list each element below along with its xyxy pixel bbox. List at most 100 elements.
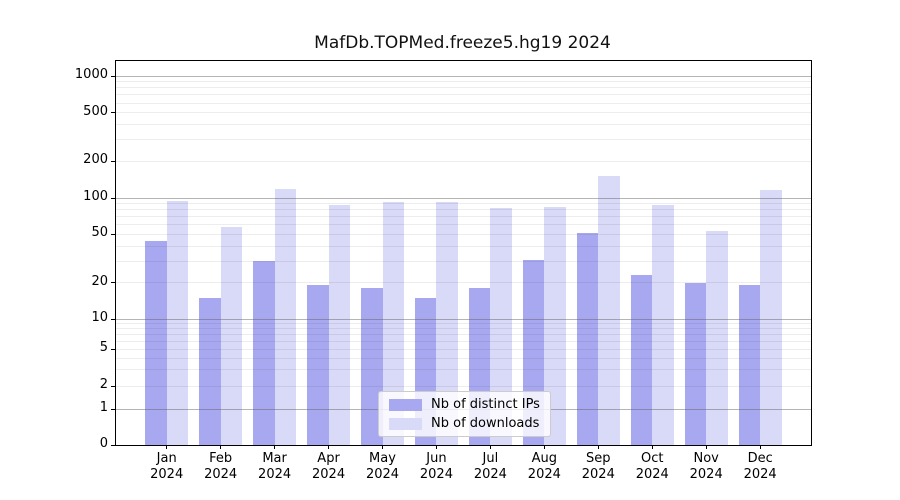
gridline-minor <box>116 224 811 226</box>
bar-distinct-ips <box>684 282 707 445</box>
y-tick-mark <box>111 197 116 199</box>
y-tick-label: 500 <box>83 103 108 119</box>
x-tick-mark <box>597 445 599 449</box>
y-tick-mark <box>111 160 116 162</box>
bar-distinct-ips <box>145 241 167 445</box>
y-tick-label: 200 <box>83 152 108 168</box>
bar-downloads <box>544 207 566 445</box>
y-tick-mark <box>111 385 116 387</box>
x-tick-label-year: 2024 <box>258 467 292 482</box>
bar-downloads <box>598 176 620 445</box>
x-tick-label-month: Feb <box>209 451 233 466</box>
y-tick-label: 2 <box>99 377 108 392</box>
x-tick-label-month: May <box>369 451 396 466</box>
gridline-minor <box>116 216 811 218</box>
bar-downloads <box>436 202 458 445</box>
y-tick-label: 10 <box>91 310 108 325</box>
plot-area: Jan 2024 Feb 2024 Mar 2024 Apr 2024 May 2024 Jun 20… <box>75 60 812 482</box>
bar-distinct-ips <box>361 288 383 445</box>
bar-downloads <box>652 205 674 445</box>
gridline-minor <box>116 87 811 89</box>
x-tick-label-month: Jan <box>156 451 177 466</box>
y-tick-label: 1000 <box>74 67 108 82</box>
x-tick-label-month: Dec <box>747 451 773 466</box>
y-tick-label: 5 <box>99 340 108 355</box>
bar-distinct-ips <box>576 233 599 445</box>
bar-distinct-ips <box>307 285 329 445</box>
gridline-minor <box>116 203 811 205</box>
gridline-minor <box>116 139 811 141</box>
x-tick-label-year: 2024 <box>419 467 453 482</box>
x-tick-mark <box>759 445 761 449</box>
gridline-minor <box>116 209 811 211</box>
x-tick-label-month: Aug <box>531 451 558 466</box>
x-tick-label-month: Apr <box>317 451 340 466</box>
y-tick-mark <box>111 348 116 350</box>
legend: Nb of distinct IPs Nb of downloads <box>378 391 551 437</box>
x-tick-mark <box>435 445 437 449</box>
bar-distinct-ips <box>199 297 221 445</box>
y-tick-label: 100 <box>83 189 108 204</box>
bar-downloads <box>220 226 243 445</box>
legend-item-downloads: Nb of downloads <box>389 416 540 431</box>
x-tick-label-year: 2024 <box>150 467 184 482</box>
y-tick-mark <box>111 75 116 77</box>
bar-downloads <box>274 188 297 445</box>
x-tick-mark <box>166 445 168 449</box>
legend-label-distinct-ips: Nb of distinct IPs <box>431 397 540 412</box>
x-tick-mark <box>651 445 653 449</box>
bar-downloads <box>328 204 351 445</box>
x-tick-label-year: 2024 <box>473 467 507 482</box>
x-tick-label-year: 2024 <box>689 467 723 482</box>
y-tick-mark <box>111 112 116 114</box>
x-tick-label-month: Jun <box>426 451 447 466</box>
x-tick-label-year: 2024 <box>527 467 561 482</box>
y-tick-mark <box>111 318 116 320</box>
bar-distinct-ips <box>738 285 761 445</box>
x-tick-label-year: 2024 <box>312 467 346 482</box>
gridline-major <box>116 75 811 77</box>
legend-item-distinct-ips: Nb of distinct IPs <box>389 397 540 412</box>
y-tick-mark <box>111 408 116 410</box>
x-tick-mark <box>274 445 276 449</box>
x-tick-label-month: Mar <box>262 451 287 466</box>
x-tick-mark <box>382 445 383 449</box>
y-tick-mark <box>111 233 116 235</box>
y-tick-label: 50 <box>91 225 108 241</box>
x-tick-mark <box>705 445 707 449</box>
x-tick-mark <box>489 445 491 449</box>
bar-distinct-ips <box>253 261 275 445</box>
x-tick-mark <box>543 445 545 449</box>
x-tick-label-month: Sep <box>586 451 611 466</box>
y-tick-label: 1 <box>99 400 108 415</box>
bar-distinct-ips <box>630 275 653 445</box>
x-tick-label-year: 2024 <box>635 467 669 482</box>
y-tick-mark <box>111 444 116 446</box>
x-tick-label-year: 2024 <box>204 467 238 482</box>
x-tick-mark <box>328 445 330 449</box>
gridline-minor <box>116 160 811 162</box>
x-tick-label-year: 2024 <box>365 467 400 482</box>
legend-swatch-downloads <box>389 417 422 430</box>
bar-downloads <box>760 189 782 445</box>
gridline-minor <box>116 102 811 104</box>
gridline-minor <box>116 94 811 96</box>
y-tick-label: 0 <box>99 436 108 451</box>
x-tick-label-month: Nov <box>693 451 719 466</box>
y-tick-mark <box>111 282 116 284</box>
legend-swatch-distinct-ips <box>389 398 422 411</box>
x-tick-label-month: Jul <box>482 451 499 466</box>
x-tick-mark <box>220 445 222 449</box>
bar-downloads <box>706 231 728 445</box>
gridline-minor <box>116 124 811 126</box>
bar-downloads <box>490 208 512 445</box>
bar-downloads <box>166 201 189 445</box>
chart-title: MafDb.TOPMed.freeze5.hg19 2024 <box>314 33 611 53</box>
bar-downloads <box>382 202 404 445</box>
legend-label-downloads: Nb of downloads <box>431 416 540 431</box>
gridline-minor <box>116 112 811 114</box>
y-tick-label: 20 <box>91 273 108 289</box>
x-tick-label-month: Oct <box>641 451 664 466</box>
gridline-major <box>116 197 811 199</box>
